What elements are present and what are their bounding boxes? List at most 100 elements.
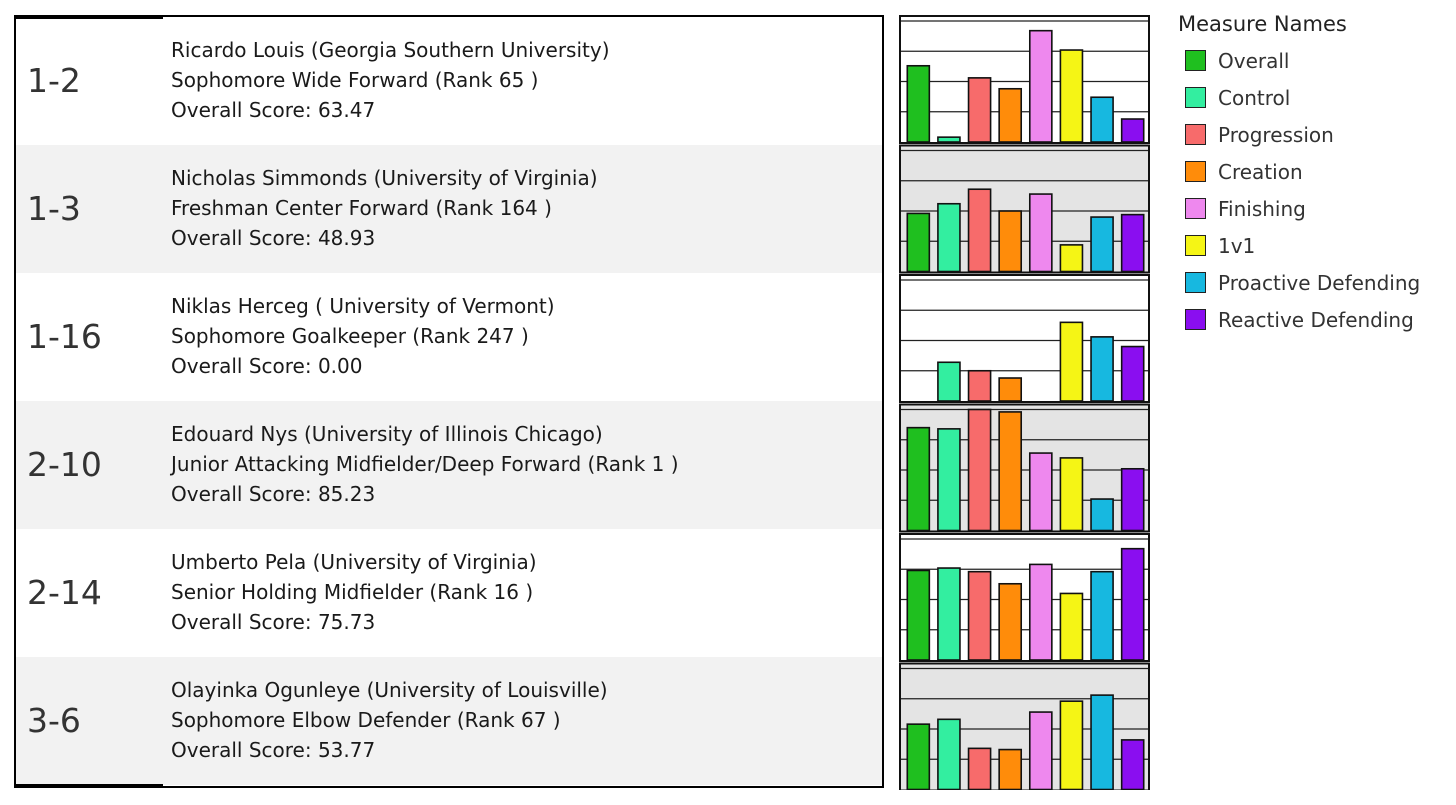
legend: Measure Names Overall Control Progression C… xyxy=(1178,10,1448,338)
player-row: 1-16 Niklas Herceg ( University of Vermon… xyxy=(16,273,882,401)
player-overall-score: Overall Score: 85.23 xyxy=(171,482,376,506)
legend-item: Control xyxy=(1178,79,1448,116)
bar-5-1 xyxy=(937,718,961,790)
bar-5-3 xyxy=(998,748,1023,790)
bar-1-2 xyxy=(967,188,992,273)
bar-1-7 xyxy=(1120,213,1145,273)
bar-3-2 xyxy=(967,408,992,532)
player-position-rank: Junior Attacking Midfielder/Deep Forward… xyxy=(171,452,679,476)
bar-4-1 xyxy=(937,567,961,661)
player-info: Nicholas Simmonds (University of Virgini… xyxy=(171,163,598,253)
legend-title: Measure Names xyxy=(1178,12,1347,36)
legend-item: 1v1 xyxy=(1178,227,1448,264)
player-info: Edouard Nys (University of Illinois Chic… xyxy=(171,419,679,509)
legend-items: Overall Control Progression Creation Finishi… xyxy=(1178,42,1448,338)
legend-label: Reactive Defending xyxy=(1218,307,1414,332)
bar-chart-svg xyxy=(899,15,1150,790)
bar-1-1 xyxy=(937,202,961,273)
bar-2-5 xyxy=(1059,321,1084,402)
player-overall-score: Overall Score: 53.77 xyxy=(171,738,376,762)
player-name: Edouard Nys (University of Illinois Chic… xyxy=(171,422,603,446)
bar-3-7 xyxy=(1120,467,1145,532)
draft-pick-label: 2-10 xyxy=(27,445,102,484)
player-name: Nicholas Simmonds (University of Virgini… xyxy=(171,166,598,190)
legend-swatch xyxy=(1185,235,1206,256)
legend-label: Control xyxy=(1218,85,1291,110)
bar-5-4 xyxy=(1028,711,1053,790)
player-position-rank: Senior Holding Midfielder (Rank 16 ) xyxy=(171,580,534,604)
legend-label: Finishing xyxy=(1218,196,1306,221)
player-position-rank: Sophomore Wide Forward (Rank 65 ) xyxy=(171,68,539,92)
draft-pick-label: 2-14 xyxy=(27,573,102,612)
bar-0-6 xyxy=(1090,96,1114,143)
legend-swatch xyxy=(1185,161,1206,182)
bar-1-3 xyxy=(998,210,1023,273)
bar-2-7 xyxy=(1120,345,1145,402)
bar-3-0 xyxy=(906,426,931,532)
legend-item: Proactive Defending xyxy=(1178,264,1448,301)
player-row: 2-10 Edouard Nys (University of Illinois … xyxy=(16,401,882,529)
player-name: Umberto Pela (University of Virginia) xyxy=(171,550,537,574)
bar-3-4 xyxy=(1028,452,1053,532)
legend-label: Progression xyxy=(1218,122,1334,147)
player-position-rank: Sophomore Elbow Defender (Rank 67 ) xyxy=(171,708,561,732)
draft-pick-label: 1-3 xyxy=(27,189,81,228)
bar-0-1 xyxy=(937,136,961,143)
bar-4-3 xyxy=(998,582,1023,661)
legend-swatch xyxy=(1185,272,1206,293)
legend-swatch xyxy=(1185,124,1206,145)
bar-3-6 xyxy=(1090,498,1114,532)
bar-0-5 xyxy=(1059,49,1084,143)
bar-5-5 xyxy=(1059,700,1084,790)
legend-item: Reactive Defending xyxy=(1178,301,1448,338)
bar-4-5 xyxy=(1059,592,1084,661)
player-row: 2-14 Umberto Pela (University of Virginia… xyxy=(16,529,882,657)
player-overall-score: Overall Score: 0.00 xyxy=(171,354,363,378)
bar-5-6 xyxy=(1090,694,1114,790)
draft-pick-label: 1-2 xyxy=(27,61,81,100)
bar-2-3 xyxy=(998,377,1023,402)
player-overall-score: Overall Score: 63.47 xyxy=(171,98,376,122)
bar-4-2 xyxy=(967,570,992,661)
legend-swatch xyxy=(1185,50,1206,71)
table-top-rule xyxy=(16,17,163,19)
bar-2-1 xyxy=(937,361,961,402)
legend-label: 1v1 xyxy=(1218,233,1256,258)
bar-4-4 xyxy=(1028,563,1053,661)
bar-5-0 xyxy=(906,723,931,790)
bar-5-2 xyxy=(967,747,992,790)
bar-4-7 xyxy=(1120,547,1145,661)
bar-0-4 xyxy=(1028,29,1053,143)
bar-1-5 xyxy=(1059,244,1084,273)
legend-label: Overall xyxy=(1218,48,1290,73)
player-info: Niklas Herceg ( University of Vermont) So… xyxy=(171,291,555,381)
bar-2-2 xyxy=(967,369,992,402)
bar-4-6 xyxy=(1090,570,1114,661)
player-name: Niklas Herceg ( University of Vermont) xyxy=(171,294,555,318)
bar-2-6 xyxy=(1090,336,1114,402)
legend-label: Proactive Defending xyxy=(1218,270,1421,295)
bar-0-2 xyxy=(967,77,992,143)
player-position-rank: Sophomore Goalkeeper (Rank 247 ) xyxy=(171,324,529,348)
bar-0-7 xyxy=(1120,118,1145,143)
legend-item: Progression xyxy=(1178,116,1448,153)
draft-pick-label: 1-16 xyxy=(27,317,102,356)
legend-swatch xyxy=(1185,87,1206,108)
player-position-rank: Freshman Center Forward (Rank 164 ) xyxy=(171,196,552,220)
bar-3-1 xyxy=(937,428,961,532)
player-name: Olayinka Ogunleye (University of Louisvi… xyxy=(171,678,608,702)
bar-3-3 xyxy=(998,411,1023,532)
legend-item: Overall xyxy=(1178,42,1448,79)
bar-4-0 xyxy=(906,569,931,661)
bar-5-7 xyxy=(1120,739,1145,790)
player-row: 1-3 Nicholas Simmonds (University of Virg… xyxy=(16,145,882,273)
table-bottom-rule xyxy=(16,784,163,786)
legend-swatch xyxy=(1185,198,1206,219)
bar-0-0 xyxy=(906,64,931,143)
bar-0-3 xyxy=(998,87,1023,143)
legend-item: Creation xyxy=(1178,153,1448,190)
bar-3-5 xyxy=(1059,457,1084,532)
player-info: Olayinka Ogunleye (University of Louisvi… xyxy=(171,675,608,765)
legend-item: Finishing xyxy=(1178,190,1448,227)
bar-chart-column xyxy=(899,15,1150,790)
